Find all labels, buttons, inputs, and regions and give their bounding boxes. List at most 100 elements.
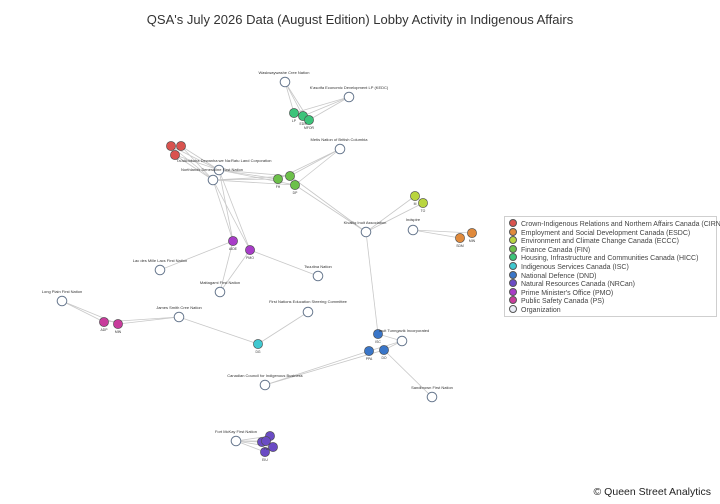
organization-node[interactable]: [312, 270, 324, 282]
official-node[interactable]: [290, 180, 300, 190]
official-node[interactable]: [170, 150, 180, 160]
legend-item[interactable]: Prime Minister's Office (PMO): [509, 287, 716, 298]
official-node[interactable]: [410, 191, 420, 201]
organization-label: Fort McKay First Nation: [215, 429, 257, 434]
organization-label: Ta'aAbokoha Dewanha:we Na:Ratu Land Corp…: [176, 158, 271, 163]
official-node[interactable]: [273, 174, 283, 184]
official-node[interactable]: [99, 317, 109, 327]
organization-node[interactable]: [279, 76, 291, 88]
legend-swatch: [509, 296, 517, 305]
organization-node[interactable]: [396, 335, 408, 347]
edge: [257, 311, 309, 345]
organization-node[interactable]: [214, 286, 226, 298]
edge: [219, 249, 251, 293]
edge: [159, 240, 234, 271]
organization-node[interactable]: [230, 435, 242, 447]
organization-node[interactable]: [173, 311, 185, 323]
legend-swatch: [509, 287, 517, 296]
edge: [117, 316, 180, 325]
legend-item[interactable]: Housing, Infrastructure and Communities …: [509, 253, 716, 263]
official-node[interactable]: [176, 141, 186, 151]
organization-label: Lac des Mille Lacs First Nation: [133, 258, 187, 263]
organization-label: James Smith Cree Nation: [156, 305, 202, 310]
legend-swatch: [509, 270, 517, 279]
legend-label: Public Safety Canada (PS): [521, 298, 605, 306]
official-label: TO: [421, 209, 426, 213]
official-node[interactable]: [245, 245, 255, 255]
official-node[interactable]: [285, 171, 295, 181]
legend-item[interactable]: Public Safety Canada (PS): [509, 296, 716, 306]
legend-item[interactable]: Finance Canada (FIN): [509, 244, 716, 255]
legend-label: Prime Minister's Office (PMO): [521, 289, 614, 297]
edge: [180, 145, 214, 181]
organization-node[interactable]: [302, 306, 314, 318]
legend-item[interactable]: Employment and Social Development Canada…: [509, 227, 716, 238]
organization-node[interactable]: [213, 164, 225, 176]
edge: [284, 81, 304, 117]
edge: [302, 96, 350, 117]
organization-node[interactable]: [343, 91, 355, 103]
organization-label: Long Plain First Nation: [42, 289, 82, 294]
organization-node[interactable]: [407, 224, 419, 236]
official-node[interactable]: [364, 346, 374, 356]
edge: [218, 169, 234, 242]
official-node[interactable]: [166, 141, 176, 151]
organization-label: Mattagami First Nation: [200, 280, 240, 285]
legend-item[interactable]: Natural Resources Canada (NRCan): [509, 279, 716, 289]
organization-label: First Nations Education Steering Committ…: [269, 299, 348, 304]
official-node[interactable]: [113, 319, 123, 329]
legend-label: National Defence (DND): [521, 272, 597, 280]
legend-item[interactable]: Environment and Climate Change Canada (E…: [509, 236, 716, 246]
organization-node[interactable]: [56, 295, 68, 307]
official-label: PMO: [246, 256, 254, 260]
organization-label: Sandbrown First Nation: [411, 385, 453, 390]
official-label: ADP: [101, 328, 109, 332]
edge: [249, 249, 319, 277]
legend-item[interactable]: Crown-Indigenous Relations and Northern …: [509, 219, 720, 229]
official-node[interactable]: [289, 108, 299, 118]
legend-label: Environment and Climate Change Canada (E…: [521, 238, 679, 246]
official-node[interactable]: [373, 329, 383, 339]
organization-label: Tsuutina Nation: [304, 264, 332, 269]
organization-label: Waskwaywashe Cree Nation: [259, 70, 310, 75]
official-label: PU: [264, 447, 269, 451]
organization-node[interactable]: [426, 391, 438, 403]
official-node[interactable]: [261, 436, 271, 446]
organization-node[interactable]: [259, 379, 271, 391]
official-label: MIN: [469, 239, 476, 243]
edge: [174, 154, 214, 181]
official-node[interactable]: [260, 447, 270, 457]
official-label: M: [414, 202, 417, 206]
official-node[interactable]: [268, 442, 278, 452]
official-node[interactable]: [455, 233, 465, 243]
official-node[interactable]: [379, 345, 389, 355]
organization-node[interactable]: [207, 174, 219, 186]
chart-title: QSA's July 2026 Data (August Edition) Lo…: [146, 12, 574, 27]
edge: [235, 440, 274, 448]
organization-node[interactable]: [154, 264, 166, 276]
edge: [412, 229, 461, 239]
official-node[interactable]: [253, 339, 263, 349]
legend-label: Finance Canada (FIN): [521, 246, 591, 254]
legend-item[interactable]: Organization: [509, 304, 716, 315]
official-node[interactable]: [304, 115, 314, 125]
labels-layer: Waskwaywashe Cree Nation K'asotfa Economi…: [42, 70, 476, 462]
organization-node[interactable]: [334, 143, 346, 155]
legend-swatch: [509, 219, 517, 227]
organization-node[interactable]: [360, 226, 372, 238]
official-node[interactable]: [418, 198, 428, 208]
legend: Crown-Indigenous Relations and Northern …: [504, 216, 720, 317]
edge: [308, 96, 350, 121]
official-node[interactable]: [228, 236, 238, 246]
organization-label: Northlands Denesuline First Nation: [181, 167, 243, 172]
credit-text: © Queen Street Analytics: [593, 486, 711, 498]
official-node[interactable]: [467, 228, 477, 238]
legend-item[interactable]: National Defence (DND): [509, 270, 716, 281]
edge: [264, 349, 385, 386]
edge: [212, 179, 296, 186]
edge: [294, 148, 341, 186]
legend-item[interactable]: Indigenous Services Canada (ISC): [509, 261, 716, 272]
legend-swatch: [509, 261, 517, 270]
legend-label: Crown-Indigenous Relations and Northern …: [521, 220, 720, 228]
